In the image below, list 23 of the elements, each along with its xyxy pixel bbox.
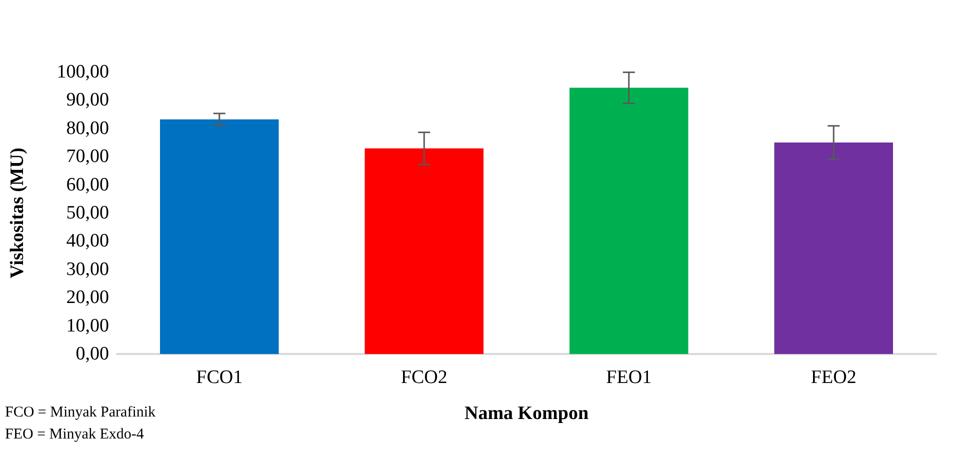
bar [569, 88, 688, 354]
x-tick-label: FEO1 [606, 367, 652, 388]
y-tick-label: 50,00 [66, 202, 109, 224]
bar [364, 148, 484, 354]
x-tick-label: FEO2 [810, 367, 856, 388]
x-tick-label: FCO1 [196, 367, 243, 388]
y-tick-label: 60,00 [66, 174, 109, 196]
y-tick-label: 90,00 [66, 90, 109, 111]
x-tick-label: FCO2 [400, 367, 448, 388]
y-tick-label: 30,00 [66, 258, 109, 280]
y-tick-label: 40,00 [66, 230, 109, 252]
y-tick-label: 80,00 [66, 118, 109, 139]
y-axis-title: Viskositas (MU) [7, 148, 28, 278]
bar [160, 119, 279, 354]
y-tick-label: 70,00 [66, 146, 109, 168]
text: FCO = Minyak Parafinik [5, 404, 156, 420]
y-tick-label: 0,00 [76, 344, 109, 364]
y-tick-label: 20,00 [66, 287, 109, 308]
y-tick-label: 100,00 [56, 62, 109, 82]
y-tick-label: 10,00 [66, 315, 109, 336]
bar [774, 142, 894, 354]
x-axis-title: Nama Kompon [464, 403, 589, 424]
text: FEO = Minyak Exdo-4 [5, 426, 144, 442]
